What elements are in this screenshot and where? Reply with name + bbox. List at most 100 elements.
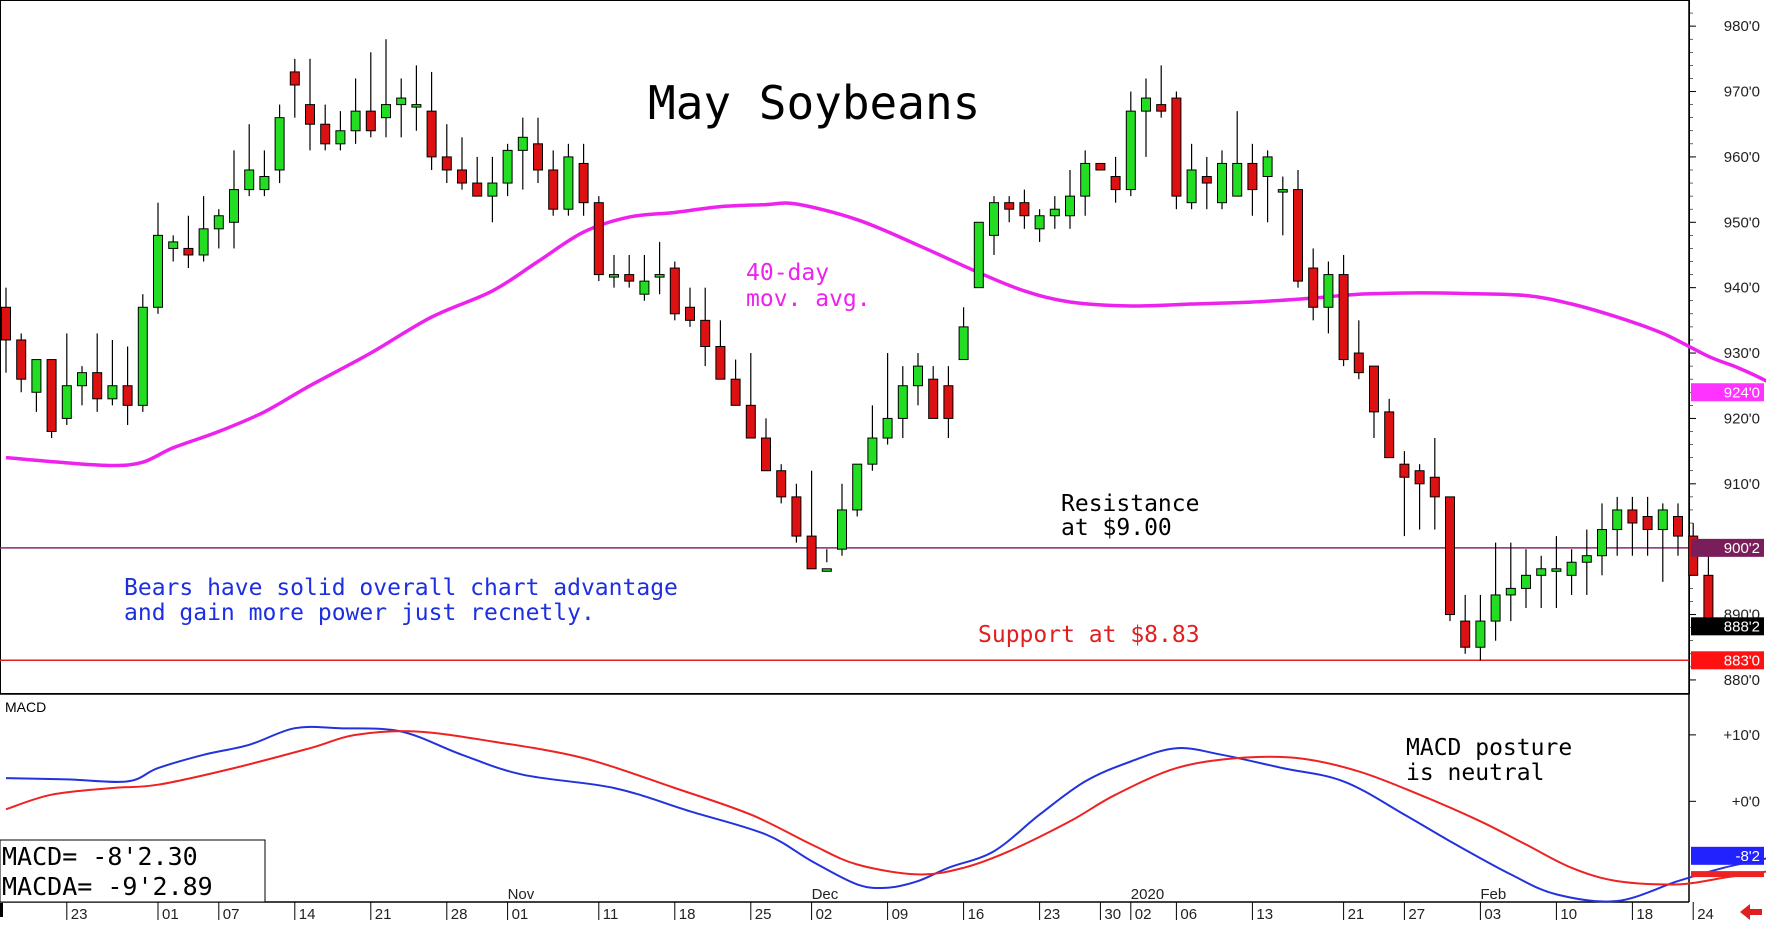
candle-body-down xyxy=(928,378,939,419)
candle xyxy=(198,196,209,262)
candle xyxy=(274,104,285,184)
date-tick-label: 01 xyxy=(512,906,529,923)
candle xyxy=(593,196,604,282)
candle xyxy=(700,287,711,367)
candle xyxy=(837,483,847,556)
candle-body-down xyxy=(593,202,604,276)
candle xyxy=(168,235,179,262)
candle xyxy=(867,405,878,471)
candle xyxy=(1171,91,1182,210)
candle xyxy=(381,39,391,138)
candle-body-up xyxy=(1475,620,1486,648)
candle-body-up xyxy=(1262,156,1273,178)
candle-body-up xyxy=(61,385,72,419)
candle-body-down xyxy=(1201,176,1212,184)
candle xyxy=(897,366,908,439)
candle xyxy=(533,117,543,184)
candle xyxy=(745,353,756,439)
macd-readout: MACD= -8'2.30 xyxy=(2,842,198,871)
candle xyxy=(639,254,650,301)
candle xyxy=(1338,254,1349,367)
date-tick-label: 13 xyxy=(1256,906,1273,923)
candle xyxy=(973,221,984,289)
price-tick-label: 920'0 xyxy=(1724,410,1760,427)
candle xyxy=(244,124,255,197)
candle xyxy=(46,359,57,439)
candle xyxy=(502,143,513,197)
candle xyxy=(1414,464,1425,530)
macda-value-tag xyxy=(1691,871,1764,878)
candle-body-down xyxy=(943,385,954,419)
candle-body-up xyxy=(335,130,346,145)
candle-body-down xyxy=(1019,202,1030,217)
candle-body-up xyxy=(350,110,361,132)
candle xyxy=(1095,162,1106,171)
candle xyxy=(1369,365,1379,439)
date-tick-label: 03 xyxy=(1484,906,1501,923)
candle-body-up xyxy=(1521,574,1531,589)
macd-value-tag-bg xyxy=(1691,846,1764,865)
candle-body-down xyxy=(730,378,741,406)
candle-body-down xyxy=(791,496,802,537)
date-tick-label: 16 xyxy=(968,906,985,923)
candle-body-up xyxy=(502,149,513,184)
macd-value-tag-text: -8'2 xyxy=(1735,848,1760,865)
candle-body-down xyxy=(320,123,331,145)
candle xyxy=(1156,65,1167,118)
candle xyxy=(1,287,11,373)
macd-panel-label: MACD xyxy=(5,699,46,715)
candle xyxy=(943,366,954,439)
candle xyxy=(624,254,635,288)
candle-body-down xyxy=(1,306,11,341)
candle xyxy=(487,156,498,223)
candle xyxy=(16,333,27,393)
candle xyxy=(1080,150,1091,216)
date-tick-label: 11 xyxy=(603,906,619,923)
candle-body-down xyxy=(624,274,635,282)
last-price-tag-text: 888'2 xyxy=(1724,618,1760,635)
candle xyxy=(350,78,361,144)
ma-label-line1: 40-day xyxy=(746,260,829,286)
candle-body-down xyxy=(1429,476,1440,498)
candle xyxy=(426,71,437,170)
candle xyxy=(1521,549,1531,609)
candle-body-down xyxy=(806,535,817,570)
candle-body-down xyxy=(92,372,103,400)
candle-body-down xyxy=(426,110,437,158)
candle xyxy=(1597,503,1607,576)
candle xyxy=(1460,594,1471,654)
candle-body-up xyxy=(1186,169,1197,204)
candle xyxy=(1475,594,1486,661)
candle-body-up xyxy=(973,221,984,289)
price-tick-label: 960'0 xyxy=(1724,149,1760,166)
candle-body-up xyxy=(897,385,908,419)
macda-readout: MACDA= -9'2.89 xyxy=(2,872,213,901)
candle xyxy=(122,346,133,425)
chart-title: May Soybeans xyxy=(648,76,980,130)
scroll-arrow-icon[interactable] xyxy=(1740,904,1762,920)
candle xyxy=(1277,176,1288,236)
candle xyxy=(365,52,376,138)
candle xyxy=(517,117,528,190)
candle-body-down xyxy=(472,182,483,197)
support-value-tag: 883'0 xyxy=(1691,651,1764,670)
candle xyxy=(882,353,893,445)
candle-body-down xyxy=(1353,352,1364,374)
candle-body-up xyxy=(1551,568,1562,572)
ma-value-tag-text: 924'0 xyxy=(1724,384,1760,401)
candle xyxy=(320,104,331,151)
candle xyxy=(1490,542,1501,641)
candle xyxy=(1125,91,1136,197)
candle-body-up xyxy=(168,241,179,249)
candle-body-up xyxy=(913,365,923,387)
candle-body-down xyxy=(1171,97,1182,197)
candle-body-up xyxy=(1125,110,1136,191)
candle xyxy=(958,307,969,361)
candle xyxy=(1399,451,1410,537)
macd-axis-ticks: +10'0 +0'0 xyxy=(1689,727,1760,810)
candle-body-up xyxy=(137,306,148,406)
candle-body-up xyxy=(1034,215,1045,230)
candle-body-down xyxy=(183,247,194,256)
candle xyxy=(1065,169,1075,229)
